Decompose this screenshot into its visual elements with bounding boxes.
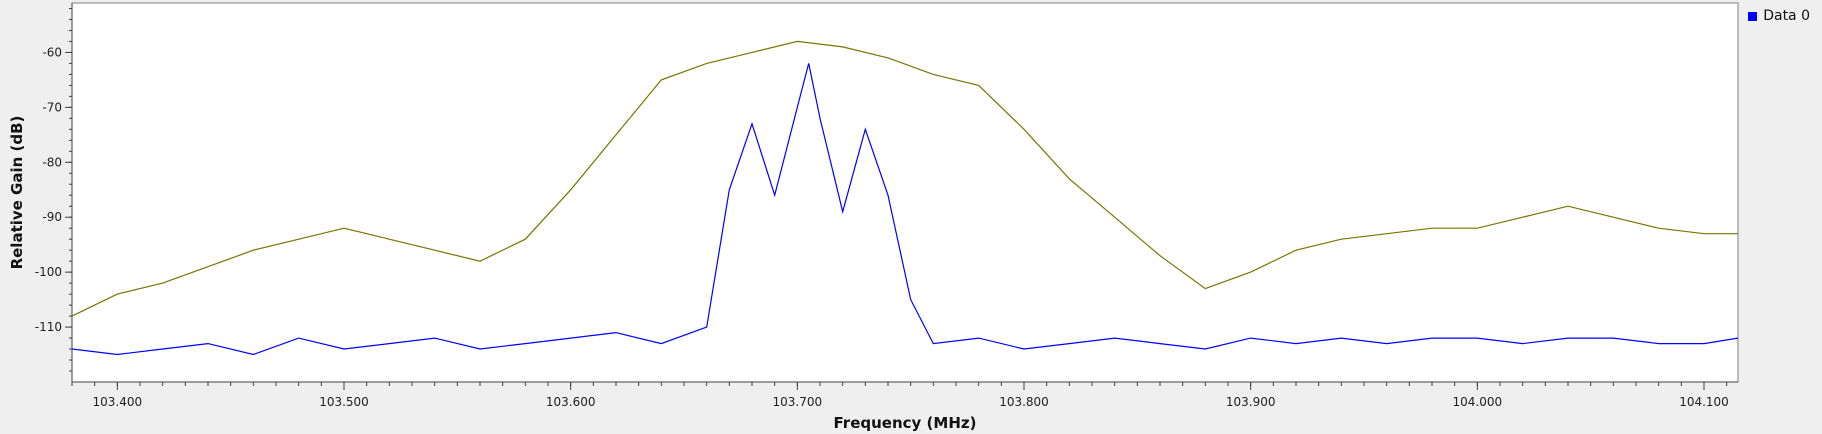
legend-label-data-0: Data 0 bbox=[1763, 8, 1810, 24]
y-tick-label: -70 bbox=[42, 100, 62, 114]
x-tick-label: 104.000 bbox=[1453, 395, 1503, 409]
y-tick-label: -100 bbox=[35, 265, 62, 279]
y-tick-label: -80 bbox=[42, 155, 62, 169]
x-tick-label: 104.100 bbox=[1679, 395, 1729, 409]
series-line-1 bbox=[72, 63, 1738, 356]
x-tick-label: 103.500 bbox=[319, 395, 369, 409]
y-tick-label: -90 bbox=[42, 210, 62, 224]
series-line-0 bbox=[72, 40, 1738, 317]
plot-area bbox=[71, 2, 1739, 383]
x-tick-label: 103.600 bbox=[546, 395, 596, 409]
legend: Data 0 bbox=[1748, 8, 1810, 24]
x-tick-label: 103.400 bbox=[93, 395, 143, 409]
y-tick-label: -110 bbox=[35, 320, 62, 334]
y-tick-label: -60 bbox=[42, 45, 62, 59]
x-axis-label: Frequency (MHz) bbox=[834, 414, 977, 432]
x-tick-label: 103.800 bbox=[999, 395, 1049, 409]
x-tick-label: 103.900 bbox=[1226, 395, 1276, 409]
x-tick-label: 103.700 bbox=[773, 395, 823, 409]
legend-swatch-data-0 bbox=[1748, 11, 1758, 21]
y-axis-label: Relative Gain (dB) bbox=[8, 116, 26, 270]
